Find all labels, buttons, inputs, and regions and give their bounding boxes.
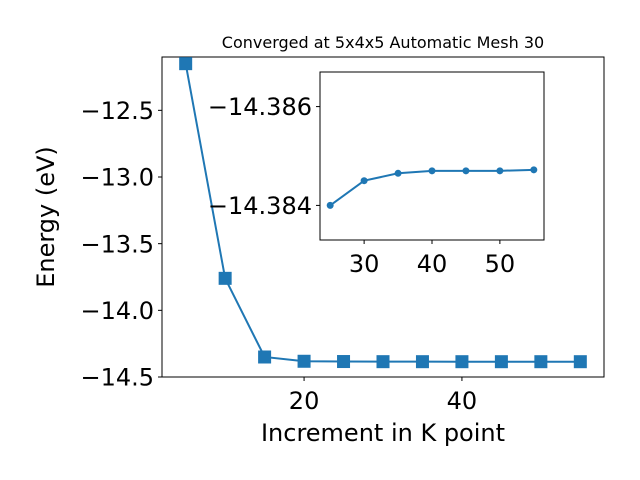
y-tick-label: −13.5: [80, 230, 154, 258]
x-tick-label: 40: [417, 250, 448, 278]
data-point: [534, 355, 548, 369]
y-tick-label: −14.386: [208, 93, 312, 121]
data-point: [455, 355, 469, 369]
main-x-ticks: 20 40: [289, 377, 477, 415]
main-chart: Converged at 5x4x5 Automatic Mesh 30 Inc…: [32, 33, 605, 447]
main-plot-frame: [161, 56, 605, 378]
inset-chart: 30 40 50 −14.386 −14.384: [208, 71, 545, 278]
data-point: [218, 271, 232, 285]
x-tick-label: 20: [289, 387, 320, 415]
data-point: [326, 201, 334, 209]
main-y-ticks: −12.5 −13.0 −13.5 −14.0 −14.5: [80, 97, 162, 392]
inset-series: [326, 166, 538, 209]
data-point: [428, 167, 436, 175]
main-series: [179, 57, 587, 369]
x-tick-label: 40: [447, 387, 478, 415]
y-tick-label: −14.384: [208, 192, 312, 220]
y-tick-label: −14.0: [80, 297, 154, 325]
inset-y-ticks: −14.386 −14.384: [208, 93, 320, 220]
data-point: [496, 167, 504, 175]
x-axis-label: Increment in K point: [261, 419, 505, 447]
data-point: [258, 350, 272, 364]
data-point: [297, 354, 311, 368]
data-point: [179, 57, 193, 71]
data-point: [376, 355, 390, 369]
x-tick-label: 50: [485, 250, 516, 278]
x-tick-label: 30: [349, 250, 380, 278]
data-point: [494, 355, 508, 369]
y-tick-label: −12.5: [80, 97, 154, 125]
inset-plot-frame: [319, 71, 545, 241]
data-point: [360, 177, 368, 185]
data-point: [462, 167, 470, 175]
data-point: [394, 169, 402, 177]
inset-x-ticks: 30 40 50: [349, 240, 515, 278]
data-point: [337, 355, 351, 369]
y-axis-label: Energy (eV): [32, 146, 60, 288]
y-tick-label: −14.5: [80, 364, 154, 392]
chart-title: Converged at 5x4x5 Automatic Mesh 30: [222, 33, 544, 52]
y-tick-label: −13.0: [80, 164, 154, 192]
data-point: [415, 355, 429, 369]
data-point: [573, 355, 587, 369]
data-point: [530, 166, 538, 174]
